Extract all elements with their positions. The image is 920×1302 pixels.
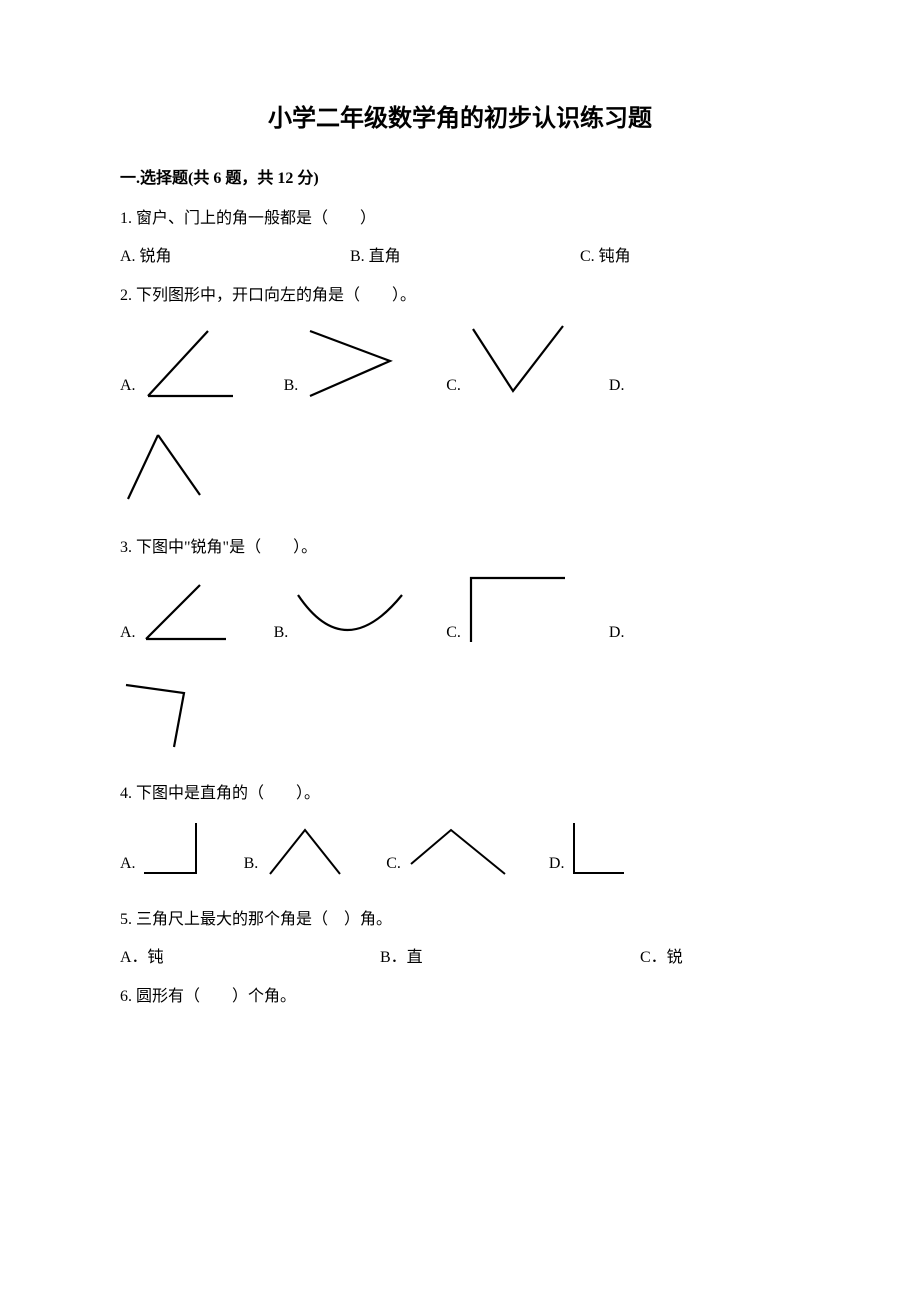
q2-option-a: A. [120,321,248,401]
q2-figure-c [463,321,573,401]
q2-figure-a [138,321,248,401]
question-1: 1. 窗户、门上的角一般都是（ ） A. 锐角 B. 直角 C. 钝角 [120,206,800,269]
question-4: 4. 下图中是直角的（ ）。 A. B. C. [120,781,800,893]
q2-option-b: B. [284,321,411,401]
q4-figure-b [260,824,350,879]
question-1-text: 1. 窗户、门上的角一般都是（ ） [120,206,800,232]
q3-option-b-label: B. [274,620,289,648]
q1-option-c: C. 钝角 [580,244,730,270]
q4-option-d-label: D. [549,851,565,879]
q3-option-d: D. [609,620,627,648]
q1-option-a: A. 锐角 [120,244,350,270]
q3-figure-d [122,673,212,753]
q3-figure-b [290,587,410,647]
q2-figure-b [300,321,410,401]
q4-figure-c [403,824,513,879]
q3-figure-c [463,572,573,647]
question-6: 6. 圆形有（ ）个角。 [120,984,800,1010]
q5-option-b: B．直 [380,945,640,971]
question-3: 3. 下图中"锐角"是（ ）。 A. B. C. [120,535,800,768]
question-1-options: A. 锐角 B. 直角 C. 钝角 [120,244,800,270]
question-3-text: 3. 下图中"锐角"是（ ）。 [120,535,800,561]
question-2-options: A. B. C. D. [120,321,800,521]
q4-option-a-label: A. [120,851,136,879]
q3-option-a: A. [120,577,238,647]
question-2: 2. 下列图形中，开口向左的角是（ ）。 A. B. C. [120,283,800,521]
q5-option-a: A．钝 [120,945,380,971]
q3-option-c: C. [446,572,573,647]
q3-option-c-label: C. [446,620,461,648]
q2-option-a-label: A. [120,373,136,401]
q4-option-c-label: C. [386,851,401,879]
q2-option-d-label: D. [609,373,625,401]
q4-option-b-label: B. [244,851,259,879]
q1-option-b: B. 直角 [350,244,580,270]
q2-option-c: C. [446,321,573,401]
q3-figure-a [138,577,238,647]
page-title: 小学二年级数学角的初步认识练习题 [120,100,800,138]
q4-figure-a [138,819,208,879]
q4-option-a: A. [120,819,208,879]
q3-option-a-label: A. [120,620,136,648]
q2-option-b-label: B. [284,373,299,401]
q4-option-b: B. [244,824,351,879]
q5-option-c: C．锐 [640,945,790,971]
question-5: 5. 三角尺上最大的那个角是（ ）角。 A．钝 B．直 C．锐 [120,907,800,970]
question-5-options: A．钝 B．直 C．锐 [120,945,800,971]
q4-option-c: C. [386,824,513,879]
question-2-text: 2. 下列图形中，开口向左的角是（ ）。 [120,283,800,309]
question-5-text: 5. 三角尺上最大的那个角是（ ）角。 [120,907,800,933]
section-1-header: 一.选择题(共 6 题，共 12 分) [120,166,800,192]
q2-option-d: D. [609,373,627,401]
question-4-text: 4. 下图中是直角的（ ）。 [120,781,800,807]
q2-figure-d [122,427,212,507]
q3-option-d-label: D. [609,620,625,648]
q4-option-d: D. [549,819,632,879]
q2-option-c-label: C. [446,373,461,401]
q2-figure-d-wrap [122,427,212,507]
question-4-options: A. B. C. D. [120,819,800,893]
question-6-text: 6. 圆形有（ ）个角。 [120,984,800,1010]
q3-option-b: B. [274,587,411,647]
q3-figure-d-wrap [122,673,212,753]
question-3-options: A. B. C. D. [120,572,800,767]
q4-figure-d [566,819,631,879]
